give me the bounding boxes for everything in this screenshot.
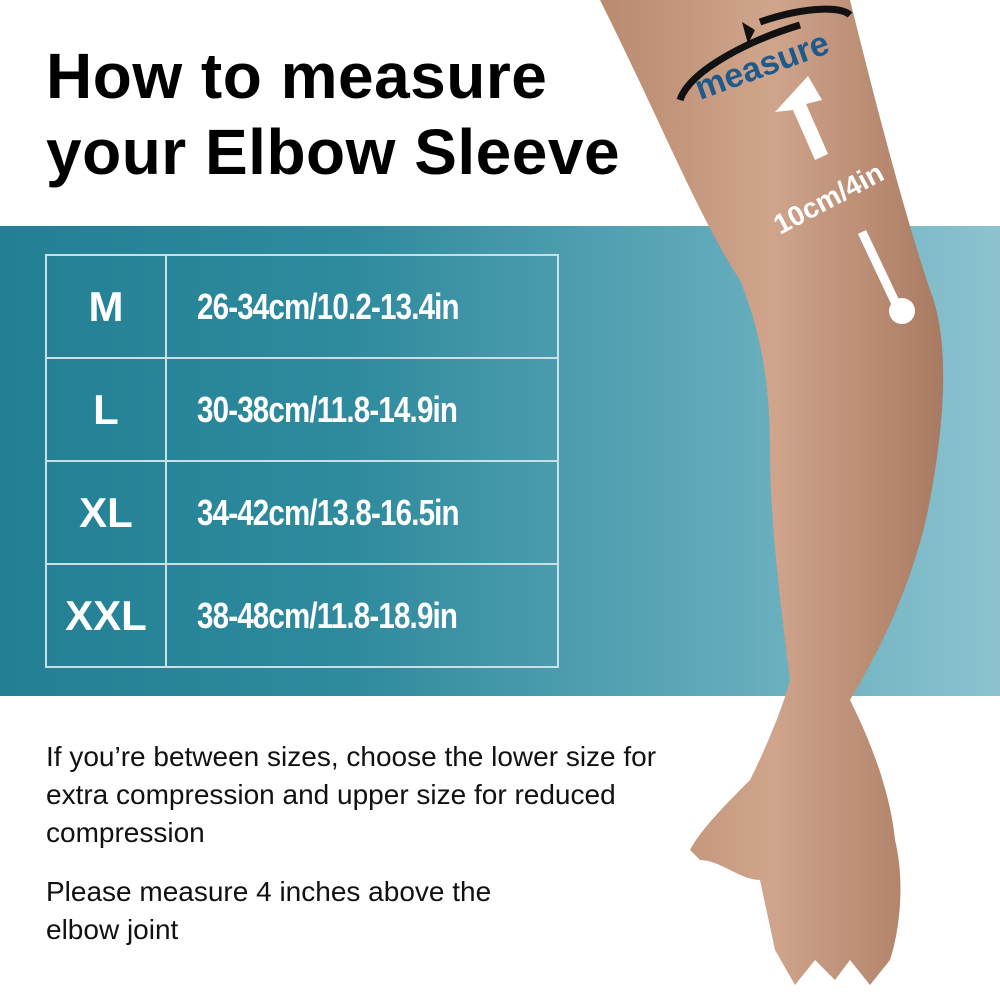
between-sizes-note: If you’re between sizes, choose the lowe… — [46, 741, 657, 848]
table-row: XXL 38-48cm/11.8-18.9in — [45, 563, 559, 668]
up-arrow-icon — [775, 76, 828, 160]
table-row: M 26-34cm/10.2-13.4in — [45, 254, 559, 359]
size-label: L — [45, 357, 167, 462]
arm-shape — [600, 0, 944, 985]
page-title: How to measure your Elbow Sleeve — [46, 40, 621, 188]
size-chart-table: M 26-34cm/10.2-13.4in L 30-38cm/11.8-14.9i… — [45, 254, 559, 668]
arrow-head-icon — [742, 22, 755, 44]
elbow-marker-dot — [889, 298, 915, 324]
size-range: 26-34cm/10.2-13.4in — [197, 285, 460, 327]
size-range: 30-38cm/11.8-14.9in — [197, 388, 458, 430]
size-range: 38-48cm/11.8-18.9in — [197, 594, 458, 636]
table-row: XL 34-42cm/13.8-16.5in — [45, 460, 559, 565]
size-range: 34-42cm/13.8-16.5in — [197, 491, 460, 533]
measure-loop-icon — [676, 5, 853, 102]
size-label: XXL — [45, 563, 167, 668]
size-label: M — [45, 254, 167, 359]
size-label: XL — [45, 460, 167, 565]
elbow-marker-line — [857, 230, 903, 310]
measure-instruction-note: Please measure 4 inches above the elbow … — [46, 876, 492, 945]
table-row: L 30-38cm/11.8-14.9in — [45, 357, 559, 462]
